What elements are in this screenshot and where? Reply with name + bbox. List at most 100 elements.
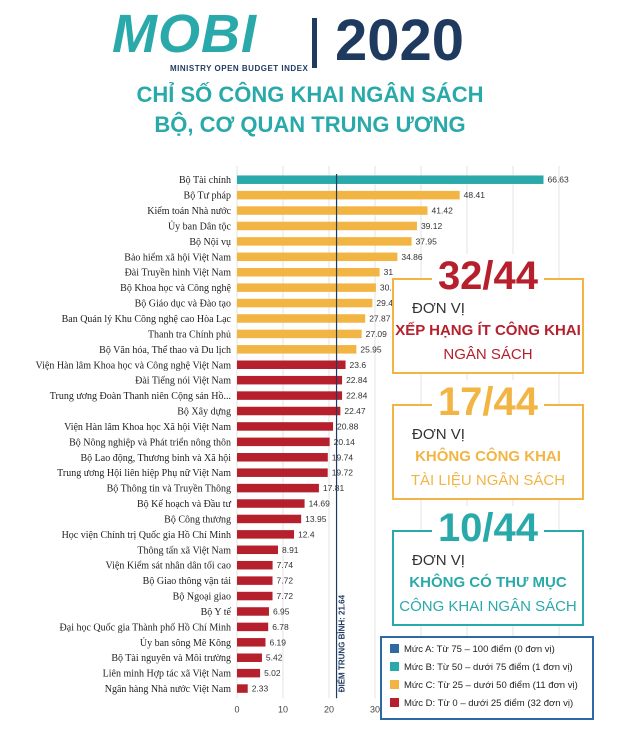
x-tick-label: 20 <box>324 704 334 714</box>
data-label: 22.84 <box>346 375 368 385</box>
category-label: Bảo hiểm xã hội Việt Nam <box>124 252 231 263</box>
bar <box>237 406 341 416</box>
title-line-1: CHỈ SỐ CÔNG KHAI NGÂN SÁCH <box>136 82 484 107</box>
category-label: Bộ Thông tin và Truyền Thông <box>107 484 231 495</box>
bar <box>237 422 334 431</box>
callout-2-line2: TÀI LIỆU NGÂN SÁCH <box>410 472 566 489</box>
data-label: 20.14 <box>334 437 356 447</box>
data-label: 5.42 <box>266 653 283 663</box>
callout-3-line2: CÔNG KHAI NGÂN SÁCH <box>399 598 577 615</box>
bar <box>237 545 278 555</box>
bar <box>237 267 380 277</box>
callout-1-line2: NGÂN SÁCH <box>443 346 533 363</box>
legend-item-b: Mức B: Từ 50 – dưới 75 điểm (1 đơn vị) <box>390 662 573 673</box>
callout-1-fraction: 32/44 <box>394 254 582 298</box>
bar <box>237 190 460 200</box>
bar <box>237 437 330 447</box>
category-label: Kiểm toán Nhà nước <box>147 206 231 217</box>
callout-3-line1: KHÔNG CÓ THƯ MỤC <box>409 574 567 591</box>
data-label: 41.42 <box>432 206 454 216</box>
data-label: 19.72 <box>332 468 354 478</box>
data-label: 23.6 <box>350 360 367 370</box>
bar <box>237 622 269 632</box>
category-label: Bộ Tài chính <box>179 175 231 186</box>
category-label: Viện Hàn lâm Khoa học Xã hội Việt Nam <box>64 422 231 433</box>
data-label: 22.47 <box>344 406 366 416</box>
category-label: Trung ương Đoàn Thanh niên Cộng sản Hồ..… <box>50 391 231 402</box>
header-divider <box>312 18 317 68</box>
category-label: Viện Hàn lâm Khoa học và Công nghệ Việt … <box>35 360 231 371</box>
category-label: Bộ Nông nghiệp và Phát triển nông thôn <box>69 437 231 448</box>
bar <box>237 206 428 215</box>
category-label: Bộ Kế hoạch và Đầu tư <box>137 499 232 510</box>
logo-subtitle: MINISTRY OPEN BUDGET INDEX <box>170 64 309 73</box>
callout-box-2: 17/44 ĐƠN VỊ KHÔNG CÔNG KHAI TÀI LIỆU NG… <box>392 380 584 500</box>
callout-2-line1: KHÔNG CÔNG KHAI <box>415 448 561 465</box>
data-label: 20.88 <box>337 421 359 431</box>
category-label: Bộ Ngoại giao <box>173 592 231 603</box>
data-label: 12.4 <box>298 529 315 539</box>
category-label: Đài Truyền hình Việt Nam <box>125 268 232 279</box>
category-label: Thanh tra Chính phủ <box>148 329 231 340</box>
data-label: 29.44 <box>376 298 398 308</box>
callout-box-3: 10/44 ĐƠN VỊ KHÔNG CÓ THƯ MỤC CÔNG KHAI … <box>392 506 584 626</box>
data-label: 7.72 <box>277 576 294 586</box>
data-label: 27.87 <box>369 313 391 323</box>
category-label: Liên minh Hợp tác xã Việt Nam <box>103 669 232 680</box>
callout-box-1: 32/44 ĐƠN VỊ XẾP HẠNG ÍT CÔNG KHAI NGÂN … <box>392 254 584 374</box>
data-label: 30.2 <box>380 283 397 293</box>
data-label: 6.19 <box>269 637 286 647</box>
bar <box>237 314 366 323</box>
category-label: Bộ Công thương <box>164 514 231 525</box>
category-label: Đài Tiếng nói Việt Nam <box>135 376 231 387</box>
year-label: 2020 <box>335 8 465 73</box>
bar <box>237 591 273 601</box>
data-label: 7.72 <box>277 591 294 601</box>
callout-1-unit: ĐƠN VỊ <box>412 300 465 317</box>
data-label: 39.12 <box>421 221 443 231</box>
bar <box>237 576 273 585</box>
data-label: 5.02 <box>264 668 281 678</box>
x-tick-label: 30 <box>370 704 380 714</box>
bar <box>237 607 269 616</box>
category-label: Bộ Tài nguyên và Môi trường <box>111 653 231 664</box>
category-label: Bộ Khoa học và Công nghệ <box>120 283 231 294</box>
data-label: 8.91 <box>282 545 299 555</box>
data-label: 7.74 <box>277 560 294 570</box>
legend-swatch-a <box>390 644 399 653</box>
data-label: 66.63 <box>547 175 569 185</box>
category-label: Bộ Lao động, Thương binh và Xã hội <box>80 453 231 464</box>
bar <box>237 175 544 184</box>
data-label: 6.95 <box>273 606 290 616</box>
data-label: 34.86 <box>401 252 423 262</box>
data-label: 31 <box>384 267 394 277</box>
bar <box>237 468 328 477</box>
data-label: 22.84 <box>346 391 368 401</box>
data-label: 37.95 <box>416 236 438 246</box>
callout-2-fraction: 17/44 <box>394 380 582 424</box>
category-label: Bộ Giáo dục và Đào tạo <box>135 299 231 310</box>
bar <box>237 329 362 339</box>
bar <box>237 514 302 524</box>
bar <box>237 453 328 462</box>
data-label: 14.69 <box>309 499 331 509</box>
title-line-2: BỘ, CƠ QUAN TRUNG ƯƠNG <box>154 112 466 137</box>
data-label: 2.33 <box>252 684 269 694</box>
category-label: Học viện Chính trị Quốc gia Hồ Chí Minh <box>62 530 231 541</box>
bar <box>237 345 357 354</box>
bar <box>237 375 343 385</box>
category-label: Bộ Văn hóa, Thể thao và Du lịch <box>99 345 231 356</box>
bar <box>237 298 373 308</box>
category-label: Thông tấn xã Việt Nam <box>137 545 231 556</box>
bar <box>237 360 346 369</box>
legend-item-d: Mức D: Từ 0 – dưới 25 điểm (32 đơn vị) <box>390 698 573 709</box>
data-label: 13.95 <box>305 514 327 524</box>
data-label: 17.81 <box>323 483 345 493</box>
data-label: 25.95 <box>360 344 382 354</box>
header: MOBI MINISTRY OPEN BUDGET INDEX 2020 CHỈ… <box>0 0 620 150</box>
legend-swatch-c <box>390 680 399 689</box>
bar <box>237 221 417 231</box>
category-label: Ban Quản lý Khu Công nghệ cao Hòa Lạc <box>62 314 232 325</box>
bar <box>237 283 376 292</box>
